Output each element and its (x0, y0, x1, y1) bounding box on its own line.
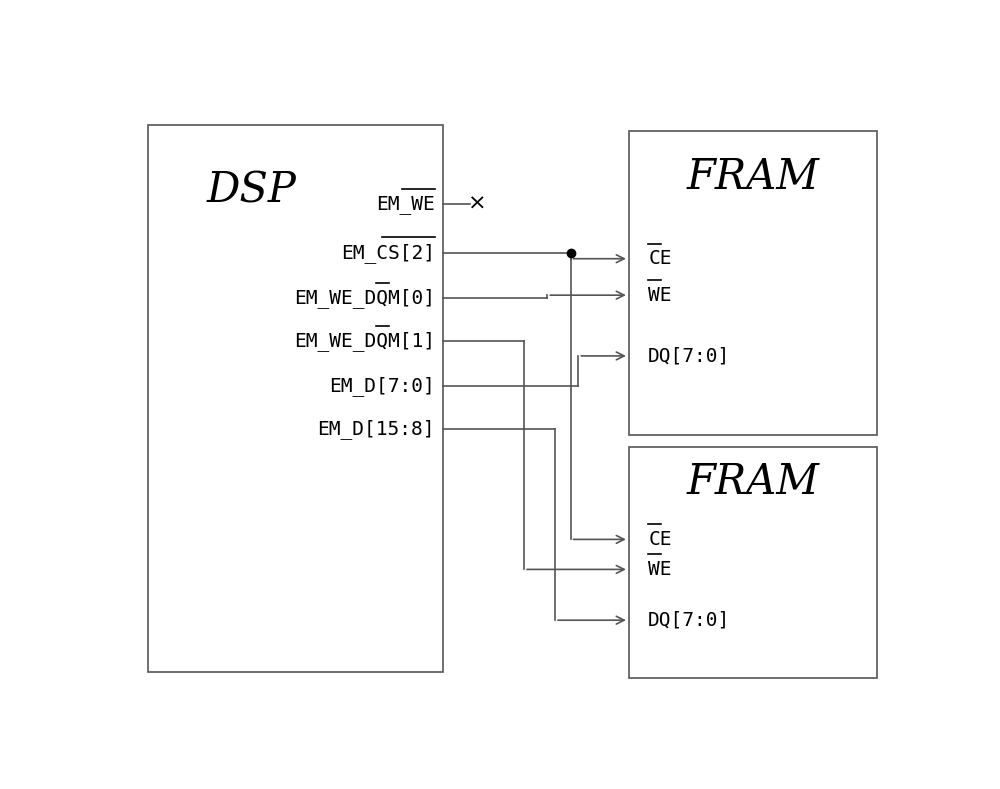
Text: DQ[7:0]: DQ[7:0] (648, 346, 730, 365)
Bar (148, 125, 443, 672)
Text: CE: CE (648, 249, 672, 268)
Text: FRAM: FRAM (686, 155, 819, 198)
Text: EM_D[7:0]: EM_D[7:0] (329, 376, 435, 396)
Text: EM_WE_DQM[0]: EM_WE_DQM[0] (294, 288, 435, 308)
Text: WE: WE (648, 560, 672, 579)
Bar (629, 131, 877, 435)
Text: DSP: DSP (206, 170, 296, 211)
Text: FRAM: FRAM (686, 461, 819, 503)
Bar (629, 447, 877, 678)
Text: CE: CE (648, 530, 672, 549)
Text: EM_CS[2]: EM_CS[2] (341, 243, 435, 263)
Text: EM_WE_DQM[1]: EM_WE_DQM[1] (294, 331, 435, 350)
Text: EM_D[15:8]: EM_D[15:8] (318, 419, 435, 439)
Text: DQ[7:0]: DQ[7:0] (648, 611, 730, 630)
Text: EM_WE: EM_WE (376, 195, 435, 214)
Text: WE: WE (648, 286, 672, 305)
Text: ×: × (468, 194, 487, 214)
